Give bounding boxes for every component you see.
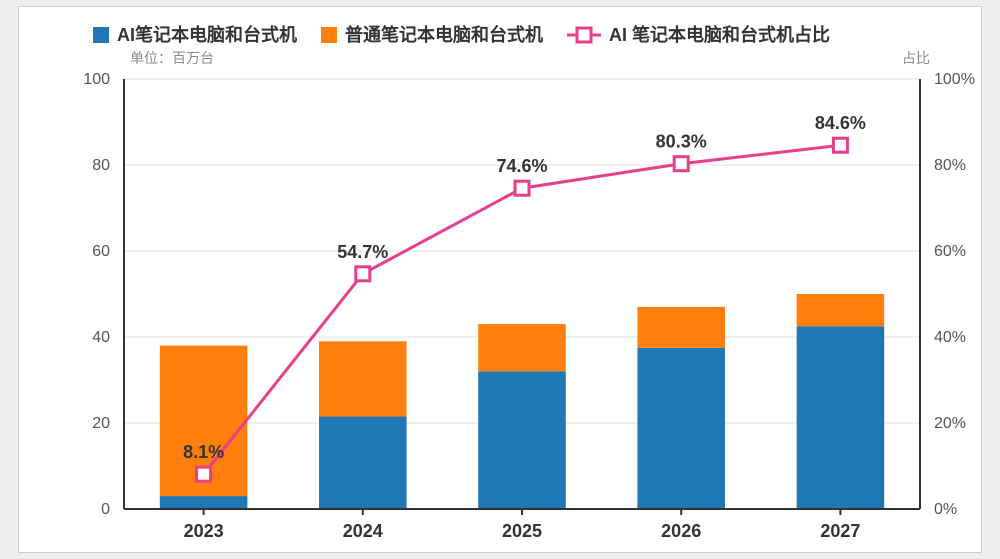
ratio-marker — [197, 467, 211, 481]
y-right-tick: 60% — [934, 243, 966, 260]
bar-ai — [478, 371, 566, 509]
combo-chart: 0 20 40 60 80 100 0% 20% 40% 60% 80% 100% 单位：百万台 占比 20… — [19, 7, 983, 554]
y-left-tick: 40 — [92, 329, 110, 346]
x-category: 2026 — [661, 521, 701, 541]
legend-label: AI笔记本电脑和台式机 — [117, 24, 297, 45]
x-category: 2025 — [502, 521, 542, 541]
bar-ai — [797, 326, 885, 509]
y-left-tick: 0 — [101, 501, 110, 518]
x-category: 2027 — [820, 521, 860, 541]
chart-card: 0 20 40 60 80 100 0% 20% 40% 60% 80% 100% 单位：百万台 占比 20… — [18, 6, 982, 553]
bar-ai — [637, 348, 725, 509]
ratio-marker — [833, 138, 847, 152]
ratio-label: 84.6% — [815, 113, 866, 133]
x-category: 2023 — [184, 521, 224, 541]
y-right-tick: 100% — [934, 71, 975, 88]
bar-plain — [797, 294, 885, 326]
bar-plain — [637, 307, 725, 348]
legend-swatch — [93, 27, 109, 43]
x-category: 2024 — [343, 521, 383, 541]
legend-marker — [577, 28, 591, 42]
ratio-marker — [356, 267, 370, 281]
ratio-label: 80.3% — [656, 132, 707, 152]
ratio-label: 8.1% — [183, 442, 224, 462]
y-right-title: 占比 — [902, 50, 930, 66]
y-right-tick: 0% — [934, 501, 957, 518]
bar-plain — [319, 341, 407, 416]
ratio-label: 74.6% — [496, 156, 547, 176]
y-right-tick: 40% — [934, 329, 966, 346]
y-left-tick: 20 — [92, 415, 110, 432]
y-left-title: 单位：百万台 — [130, 50, 214, 66]
bar-ai — [319, 417, 407, 509]
legend-swatch — [321, 27, 337, 43]
y-left-tick: 100 — [83, 71, 110, 88]
ratio-label: 54.7% — [337, 242, 388, 262]
ratio-marker — [515, 181, 529, 195]
legend-label: 普通笔记本电脑和台式机 — [345, 24, 543, 45]
y-left-tick: 80 — [92, 157, 110, 174]
y-right-tick: 20% — [934, 415, 966, 432]
y-left-tick: 60 — [92, 243, 110, 260]
bar-plain — [478, 324, 566, 371]
bar-ai — [160, 496, 248, 509]
y-right-tick: 80% — [934, 157, 966, 174]
ratio-marker — [674, 157, 688, 171]
legend-label: AI 笔记本电脑和台式机占比 — [609, 24, 830, 45]
